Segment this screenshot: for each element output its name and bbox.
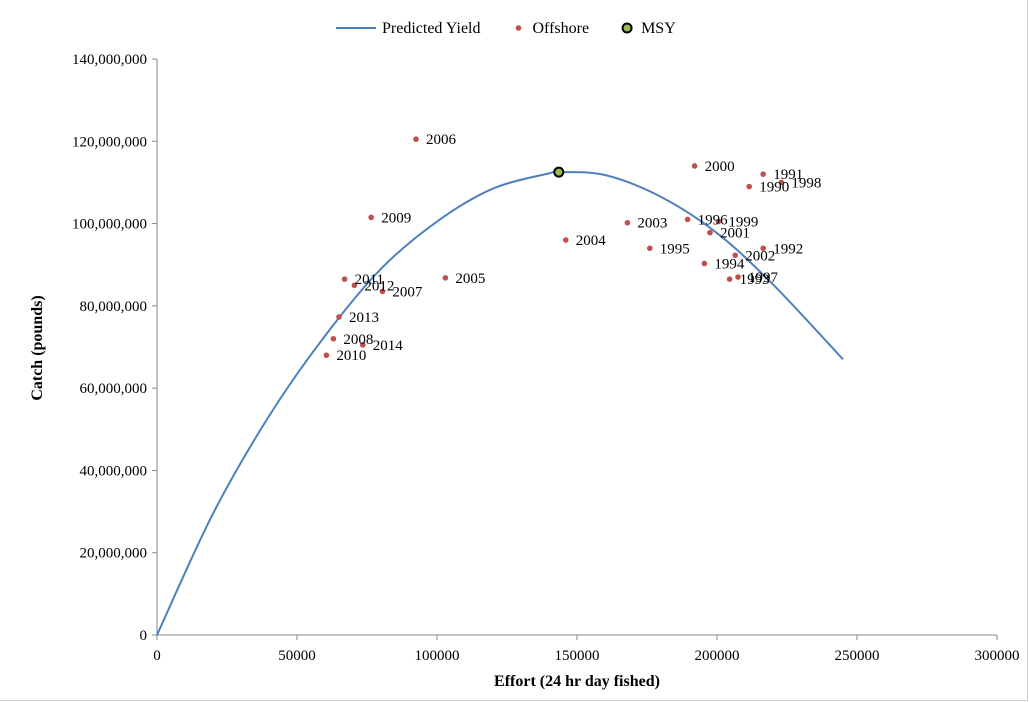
y-tick-label: 100,000,000 [72,217,147,233]
offshore-point [360,342,366,348]
offshore-point-label: 2000 [705,159,735,175]
legend-label: Predicted Yield [382,20,481,37]
x-tick-label: 200000 [695,648,740,664]
x-tick-label: 300000 [975,648,1020,664]
offshore-point [778,179,785,186]
y-tick-label: 0 [140,628,148,644]
offshore-point-label: 1995 [660,241,690,257]
offshore-point [330,335,337,342]
y-axis-title: Catch (pounds) [29,295,46,400]
offshore-point-label: 2012 [364,278,394,294]
offshore-series [323,136,785,359]
offshore-point-label: 2002 [745,248,775,264]
offshore-point [341,276,348,282]
offshore-point [336,314,342,320]
offshore-point-label: 2007 [392,284,423,300]
y-tick-label: 140,000,000 [72,52,147,68]
legend-label: Offshore [533,20,590,37]
y-tick-label: 60,000,000 [80,381,148,397]
offshore-point-label: 2003 [637,216,667,232]
x-tick-label: 100000 [415,648,460,664]
x-tick-label: 50000 [278,648,316,664]
offshore-point-label: 2004 [576,233,607,249]
offshore-point [715,218,722,225]
offshore-point [323,352,330,359]
x-axis-title: Effort (24 hr day fished) [494,673,660,690]
offshore-point-label: 2010 [336,348,366,364]
offshore-point-label: 2009 [381,210,411,226]
offshore-point [732,252,738,259]
offshore-point-label: 2005 [455,271,485,287]
y-axis-ticks: 0 20,000,000 40,000,000 60,000,000 80,000,00… [72,52,157,644]
offshore-point-label: 1992 [773,241,803,257]
legend-item: Offshore [515,20,590,37]
offshore-point-label: 1998 [791,175,821,191]
offshore-point [647,245,653,252]
offshore-point-label: 2014 [373,338,404,354]
offshore-point [726,276,733,282]
offshore-point-label: 1996 [698,212,729,228]
offshore-point [691,163,698,169]
offshore-point-label: 2011 [355,272,384,288]
offshore-point-label: 2001 [720,226,750,242]
legend-item: MSY [621,20,676,37]
legend-label: MSY [641,20,676,37]
msy-series [553,166,565,178]
x-tick-label: 0 [153,648,161,664]
offshore-point [707,229,713,236]
offshore-point [684,216,691,223]
offshore-point-label: 2006 [426,132,457,148]
offshore-point-label: 1993 [740,272,770,288]
offshore-point [760,245,766,252]
msy-point [553,166,565,178]
x-tick-label: 150000 [555,648,600,664]
legend-marker-swatch [621,22,633,34]
legend: Predicted Yield Offshore MSY [336,20,676,37]
offshore-point-label: 1999 [728,215,758,231]
x-axis-ticks: 0 50000 100000 150000 200000 250000 300000 [153,635,1020,664]
offshore-point-label: 1990 [759,180,789,196]
offshore-point [379,288,386,295]
offshore-point-label: 1997 [748,270,779,286]
y-tick-label: 40,000,000 [80,463,148,479]
x-tick-label: 250000 [835,648,880,664]
offshore-point [624,219,631,226]
offshore-point [351,282,358,289]
legend-marker-swatch [515,25,522,31]
predicted-yield-line [156,170,844,636]
y-tick-label: 20,000,000 [80,546,148,562]
offshore-point [563,237,569,243]
legend-item: Predicted Yield [336,20,481,37]
offshore-point [442,275,449,281]
offshore-point-label: 1991 [773,167,803,183]
offshore-point [701,260,708,267]
offshore-point [760,171,766,177]
offshore-point-label: 2008 [343,332,373,348]
offshore-point [746,183,752,190]
offshore-point-label: 1994 [714,256,745,272]
offshore-point [413,136,419,143]
offshore-point [368,214,375,221]
offshore-point-label: 2013 [349,310,379,326]
y-tick-label: 80,000,000 [80,299,148,315]
offshore-point [735,274,741,280]
predicted-yield-series [156,170,844,636]
axes [156,59,997,636]
y-tick-label: 120,000,000 [72,134,147,150]
